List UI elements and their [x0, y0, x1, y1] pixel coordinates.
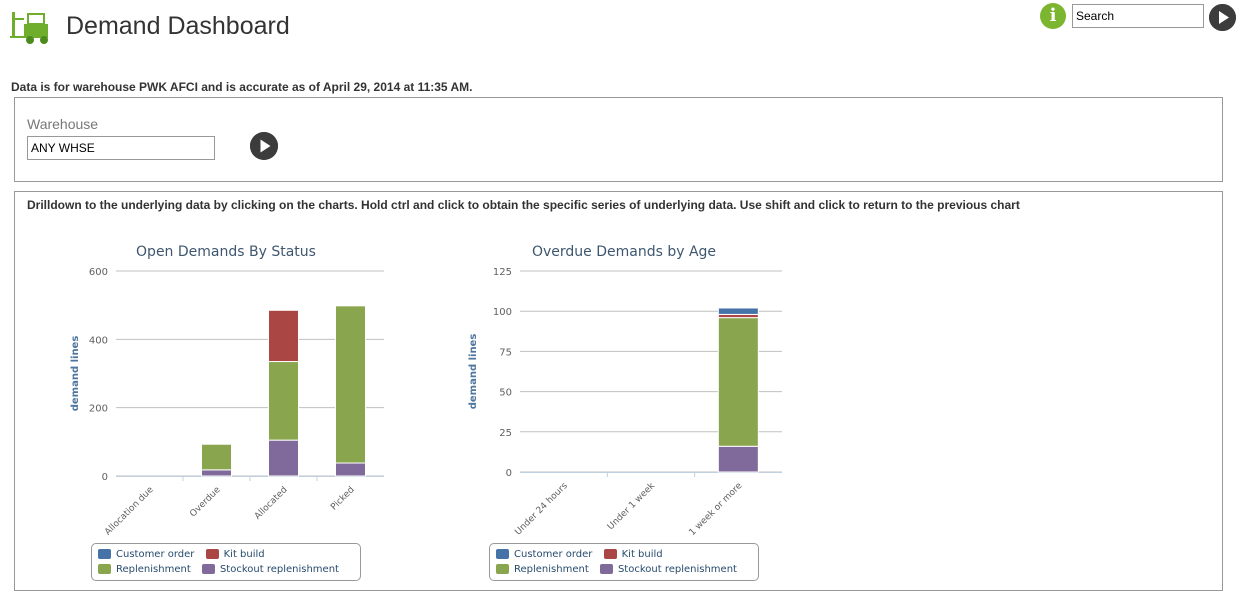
x-tick-label: Allocated [253, 485, 290, 522]
bar-kit-build[interactable] [268, 309, 299, 363]
x-tick-label: 1 week or more [688, 481, 745, 538]
y-tick-label: 200 [89, 404, 108, 415]
y-tick-label: 0 [102, 472, 108, 483]
x-tick-label: Allocation due [103, 485, 156, 538]
legend-item-stockout-replenishment[interactable]: Stockout replenishment [599, 562, 737, 576]
open-demands-chart[interactable]: 0 200 400 600 demand lines Allocation due Over… [60, 262, 400, 542]
bar-replenishment[interactable] [268, 361, 299, 441]
bar-replenishment[interactable] [335, 305, 366, 464]
warehouse-go-button[interactable] [250, 132, 278, 160]
info-icon[interactable]: i [1040, 3, 1066, 29]
legend-overdue-demands: Customer order Kit build Replenishment S… [489, 543, 759, 581]
y-axis-label: demand lines [468, 334, 479, 410]
y-tick-label: 600 [89, 267, 108, 278]
legend-item-replenishment[interactable]: Replenishment [98, 562, 191, 576]
legend-item-customer-order[interactable]: Customer order [496, 547, 592, 561]
y-tick-label: 400 [89, 335, 108, 346]
overdue-demands-chart[interactable]: 0 25 50 75 100 125 demand lines Under 24 hours U… [460, 262, 800, 542]
legend-item-kit-build[interactable]: Kit build [603, 547, 663, 561]
x-tick-label: Under 24 hours [513, 481, 570, 538]
page-title: Demand Dashboard [66, 12, 290, 40]
bar-stockout-replenishment[interactable] [717, 445, 759, 473]
search-input[interactable] [1072, 4, 1204, 28]
y-tick-label: 75 [499, 347, 512, 358]
x-tick-label: Picked [329, 485, 356, 512]
search-go-button[interactable] [1209, 4, 1236, 31]
y-tick-label: 100 [493, 307, 512, 318]
chart-title-open-demands: Open Demands By Status [136, 244, 316, 260]
bar-replenishment[interactable] [717, 317, 759, 447]
play-circle-icon [250, 132, 278, 160]
y-tick-label: 0 [506, 468, 512, 479]
x-tick-label: Overdue [188, 485, 223, 520]
chart-title-overdue-demands: Overdue Demands by Age [531, 244, 717, 260]
legend-item-kit-build[interactable]: Kit build [205, 547, 265, 561]
charts-panel [14, 191, 1223, 591]
legend-item-customer-order[interactable]: Customer order [98, 547, 194, 561]
x-tick-label: Under 1 week [606, 480, 658, 532]
data-accuracy-note: Data is for warehouse PWK AFCI and is ac… [11, 80, 473, 94]
y-axis-label: demand lines [70, 336, 81, 412]
y-tick-label: 125 [493, 267, 512, 278]
legend-item-stockout-replenishment[interactable]: Stockout replenishment [201, 562, 339, 576]
bar-stockout-replenishment[interactable] [201, 469, 232, 477]
bar-replenishment[interactable] [201, 443, 232, 471]
bar-stockout-replenishment[interactable] [335, 462, 366, 477]
warehouse-filter-panel [14, 97, 1223, 182]
bar-customer-order[interactable] [717, 307, 759, 315]
y-tick-label: 25 [499, 428, 512, 439]
warehouse-input[interactable] [27, 136, 215, 160]
legend-item-replenishment[interactable]: Replenishment [496, 562, 589, 576]
warehouse-label: Warehouse [27, 116, 99, 132]
forklift-icon [10, 10, 58, 44]
bar-stockout-replenishment[interactable] [268, 439, 299, 477]
y-tick-label: 50 [499, 388, 512, 399]
drilldown-instructions: Drilldown to the underlying data by clic… [27, 198, 1020, 212]
legend-open-demands: Customer order Kit build Replenishment S… [91, 543, 361, 581]
play-circle-icon [1209, 4, 1236, 31]
